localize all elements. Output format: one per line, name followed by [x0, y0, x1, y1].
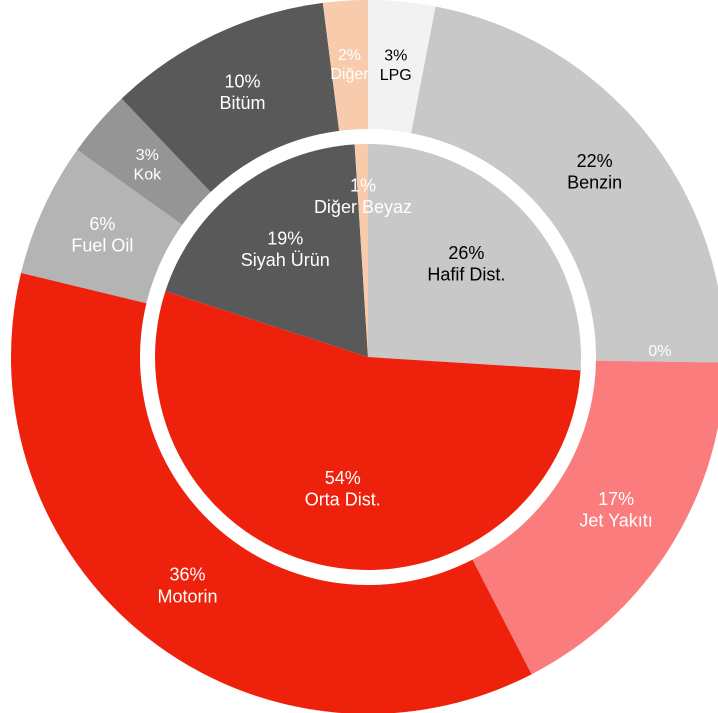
category-label: Bitüm — [219, 93, 265, 113]
percent-label: 36% — [169, 564, 205, 584]
slice — [368, 144, 581, 371]
slice-label: 36% Motorin — [157, 564, 217, 606]
percent-label: 6% — [89, 214, 115, 234]
slice-label: 3% LPG — [380, 48, 412, 84]
percent-label: 2% — [338, 47, 361, 64]
slice — [77, 98, 211, 225]
slice — [322, 0, 368, 131]
percent-label: 19% — [267, 228, 303, 248]
percent-label: 22% — [577, 151, 613, 171]
slice-label: 26% Hafif Dist. — [427, 243, 505, 285]
slice — [472, 360, 718, 675]
category-label: Jet Yakıtı — [579, 510, 652, 530]
slice-label: 6% Fuel Oil — [71, 214, 133, 256]
slice-label: 19% Siyah Ürün — [241, 228, 330, 270]
slice — [165, 144, 368, 357]
category-label: Orta Dist. — [305, 489, 381, 509]
category-label: Diğer — [330, 66, 369, 83]
slice-label: 17% Jet Yakıtı — [579, 489, 652, 531]
slice — [155, 291, 581, 570]
slice-label: 3% Kok — [134, 147, 163, 183]
percent-label: 0% — [648, 343, 671, 360]
percent-label: 1% — [350, 175, 376, 195]
slice-label: 22% Benzin — [567, 151, 622, 193]
slice-label: 10% Bitüm — [219, 71, 265, 113]
slice — [11, 272, 532, 713]
slice — [411, 6, 718, 363]
category-label: Diğer Beyaz — [314, 197, 412, 217]
slice — [368, 0, 436, 134]
slice-label: 54% Orta Dist. — [305, 468, 381, 510]
percent-label: 26% — [448, 243, 484, 263]
category-label: Fuel Oil — [71, 235, 133, 255]
category-label: Siyah Ürün — [241, 250, 330, 270]
percent-label: 3% — [136, 147, 159, 164]
category-label: Hafif Dist. — [427, 264, 505, 284]
category-label: Kok — [134, 167, 163, 184]
percent-label: 10% — [224, 71, 260, 91]
percent-label: 3% — [384, 48, 407, 65]
slice-label: 2% Diğer — [330, 47, 369, 83]
category-label: LPG — [380, 67, 412, 84]
percent-label: 54% — [325, 468, 361, 488]
category-label: Benzin — [567, 172, 622, 192]
slice — [121, 2, 340, 192]
slice — [354, 144, 368, 357]
percent-label: 17% — [598, 489, 634, 509]
category-label: Motorin — [157, 586, 217, 606]
slice-label: 1% Diğer Beyaz — [314, 175, 412, 217]
slice — [21, 149, 183, 304]
